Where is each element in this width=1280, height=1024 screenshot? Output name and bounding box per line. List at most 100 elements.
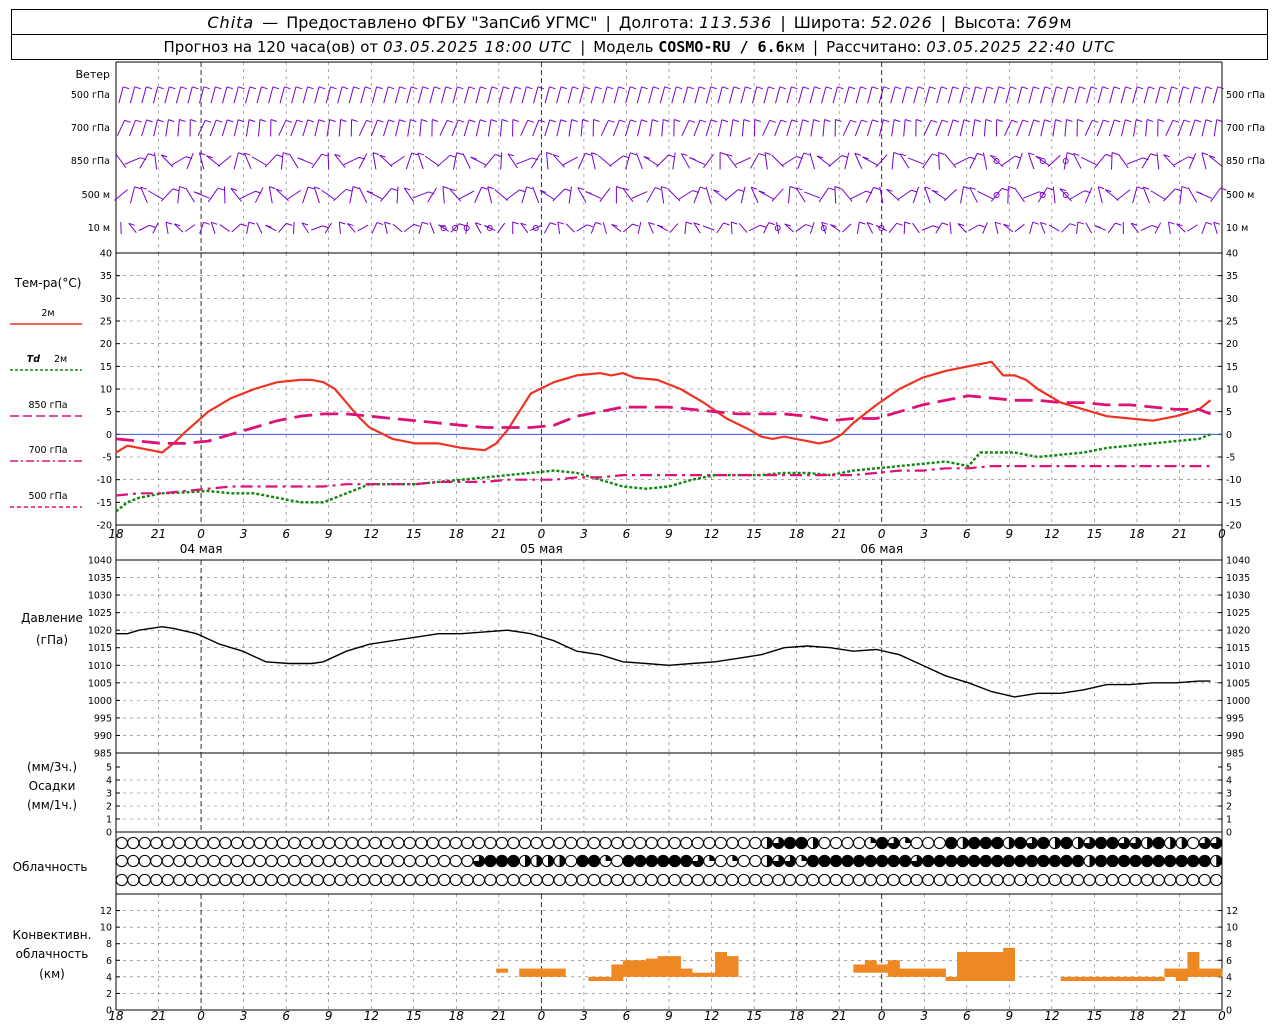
wind-barb-feather <box>318 86 326 90</box>
cloud-cover-fill <box>1048 854 1062 868</box>
wind-barb-feather <box>668 154 675 158</box>
x-tick-label-middle: 15 <box>1087 527 1102 541</box>
cloud-cover-symbol <box>495 836 509 850</box>
wind-barb-feather <box>1105 189 1112 193</box>
wind-barb <box>186 152 194 170</box>
wind-barb <box>1023 191 1040 199</box>
cloud-cover-symbol <box>265 854 278 868</box>
cloud-cover-fill <box>1037 854 1050 868</box>
wind-barb <box>750 187 759 203</box>
pressure-line <box>116 625 1211 698</box>
wind-barb <box>565 223 575 233</box>
cloud-cover-fill <box>1037 836 1050 850</box>
wind-barb <box>358 120 367 136</box>
wind-barb <box>371 222 378 234</box>
cloud-cover-symbol <box>127 873 140 887</box>
conv-tick-label-right: 6 <box>1226 956 1232 967</box>
wind-barb-feather <box>821 221 828 225</box>
wind-barb <box>177 119 180 137</box>
model-unit: км <box>784 38 806 56</box>
wind-barb-feather <box>140 186 147 190</box>
cloud-cover-symbol <box>115 873 128 887</box>
wind-barb <box>990 188 1003 202</box>
wind-barb-feather <box>352 186 360 190</box>
convective-bar <box>945 976 958 981</box>
wind-barb-feather <box>459 223 466 227</box>
wind-barb <box>1130 222 1139 234</box>
wind-barb <box>533 86 539 104</box>
wind-barb <box>254 187 264 203</box>
wind-barb-feather <box>791 86 798 90</box>
x-tick-label-bottom: 12 <box>364 1009 379 1023</box>
wind-barb <box>660 186 665 204</box>
cloud-cover-fill <box>766 855 773 867</box>
wind-barb-feather <box>399 86 406 90</box>
wind-barb <box>516 157 533 165</box>
convective-bar <box>876 964 889 973</box>
cloud-cover-symbol <box>1071 873 1085 887</box>
wind-barb-feather <box>244 152 251 156</box>
wind-barb <box>474 187 483 203</box>
convective-bar <box>588 976 601 981</box>
x-tick-label-bottom: 18 <box>789 1009 805 1023</box>
cloud-cover-symbol <box>461 854 474 868</box>
convective-bar <box>968 952 981 981</box>
cloud-cover-symbol <box>922 836 935 850</box>
wind-barb-feather <box>899 153 907 157</box>
wind-barb <box>1143 86 1150 104</box>
cloud-cover-symbol <box>518 836 532 850</box>
wind-barb <box>337 86 343 104</box>
wind-barb-feather <box>1028 152 1035 156</box>
cloud-cover-symbol <box>599 873 612 887</box>
wind-barb <box>661 119 664 137</box>
wind-barb-feather <box>564 188 571 192</box>
wind-barb <box>931 189 947 201</box>
wind-barb-feather <box>664 86 671 90</box>
temp-tick-label-right: 5 <box>1226 407 1232 418</box>
wind-barb <box>129 186 136 204</box>
wind-barb <box>907 157 925 165</box>
x-tick-label-middle: 21 <box>832 527 847 541</box>
wind-barb <box>1179 186 1183 204</box>
wind-barb <box>222 86 228 104</box>
cloud-cover-fill <box>956 854 969 868</box>
cloud-cover-symbol <box>253 873 267 887</box>
wind-barb <box>1104 189 1119 201</box>
cloud-cover-fill <box>1129 837 1142 849</box>
x-tick-label-middle: 6 <box>282 527 290 541</box>
cloud-cover-symbol <box>299 854 313 868</box>
wind-barb <box>1165 120 1174 136</box>
wind-barb-feather <box>491 86 499 90</box>
cloud-cover-fill <box>709 855 715 861</box>
wind-barb <box>809 152 816 170</box>
wind-barb <box>1120 86 1126 104</box>
wind-barb-feather <box>1125 119 1132 123</box>
wind-barb <box>424 155 440 167</box>
wind-barb-feather <box>805 224 812 228</box>
wind-barb <box>115 153 127 169</box>
wind-barb-feather <box>758 153 765 157</box>
convective-bar <box>1003 947 1016 981</box>
wind-barb <box>140 186 148 204</box>
model-name: COSMO-RU / 6.6 <box>658 38 785 56</box>
wind-barb-feather <box>641 86 648 90</box>
wind-barb <box>1210 187 1221 203</box>
convective-bar <box>1210 968 1223 977</box>
provider-text: Предоставлено ФГБУ "ЗапСиб УГМС" <box>286 12 598 32</box>
temp-tick-label-left: -15 <box>96 498 112 509</box>
precip-tick-label-left: 3 <box>106 789 112 800</box>
wind-barb <box>669 223 679 233</box>
wind-barb <box>474 222 482 234</box>
wind-barb-feather <box>768 222 775 226</box>
cloud-cover-symbol <box>599 836 612 850</box>
cloud-cover-fill <box>732 855 738 861</box>
cloud-cover-symbol <box>749 854 762 868</box>
wind-barb <box>599 187 611 203</box>
cloud-cover-symbol <box>611 836 624 850</box>
cloud-cover-symbol <box>242 854 255 868</box>
wind-barb-feather <box>351 119 358 122</box>
convective-bar <box>1060 976 1073 981</box>
wind-barb <box>865 187 875 203</box>
conv-tick-label-left: 12 <box>100 906 112 917</box>
wind-barb <box>475 119 481 137</box>
